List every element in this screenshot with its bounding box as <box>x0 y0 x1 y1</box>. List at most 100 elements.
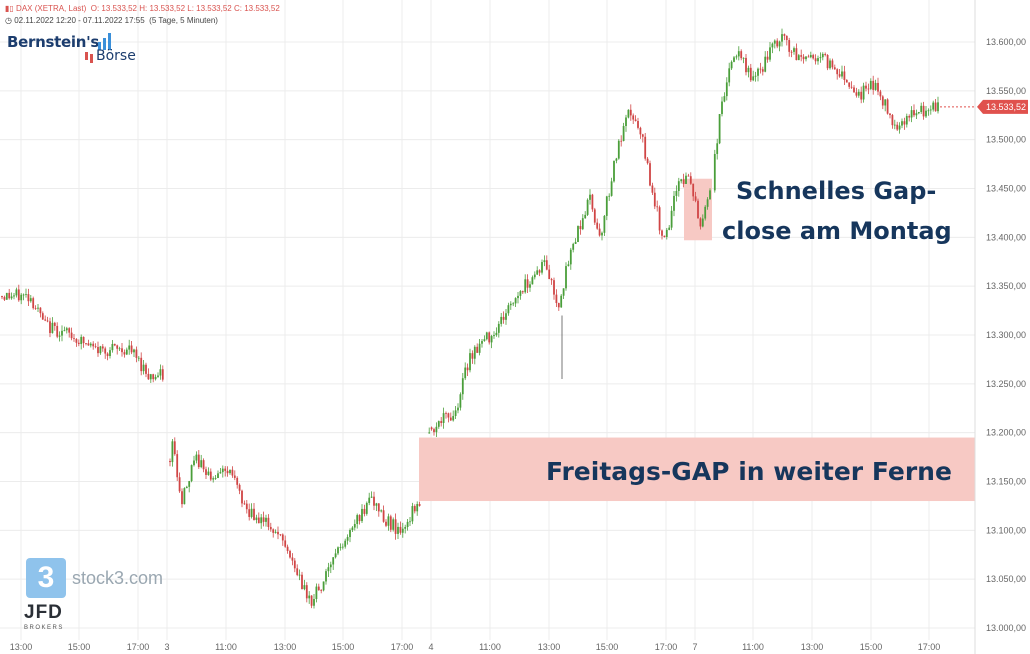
candle-body <box>269 526 272 530</box>
candle-body <box>229 469 231 474</box>
candle-body <box>920 105 923 112</box>
candle-body <box>833 67 836 70</box>
candle-body <box>752 76 755 81</box>
candle-body <box>915 113 918 116</box>
chart-header-line1: ▮▯ DAX (XETRA, Last) O: 13.533,52 H: 13.… <box>5 4 280 13</box>
candle-body <box>111 343 114 351</box>
candle-body <box>77 342 80 345</box>
candle-body <box>488 332 491 343</box>
candle-body <box>25 294 27 295</box>
candle-body <box>639 127 642 135</box>
candle-body <box>272 529 275 533</box>
candle-body <box>800 55 803 57</box>
candle-body <box>298 574 301 576</box>
candle-body <box>332 557 335 565</box>
date-range: 02.11.2022 12:20 - 07.11.2022 17:55 <box>14 16 145 25</box>
candle-body <box>937 102 939 112</box>
candle-body <box>663 235 666 237</box>
logo-bars-icon <box>98 33 111 50</box>
candle-body <box>130 345 133 353</box>
candle-body <box>829 60 831 69</box>
candle-body <box>351 527 354 531</box>
candle-body <box>879 91 882 97</box>
candle-body <box>797 55 800 61</box>
x-axis: 13:00 15:00 17:00 3 11:00 13:00 15:00 17:00 4 11:… <box>10 642 941 652</box>
candle-body <box>891 115 894 126</box>
candle-body <box>241 490 243 504</box>
candle-body <box>723 96 726 102</box>
candle-body <box>284 540 287 547</box>
candle-body <box>817 58 819 62</box>
candle-body <box>615 158 618 161</box>
candle-body <box>267 517 270 527</box>
candle-body <box>346 537 349 541</box>
candle-body <box>440 421 443 424</box>
candle-body <box>807 56 810 58</box>
candle-body <box>464 367 467 379</box>
candle-body <box>147 373 150 380</box>
candle-body <box>617 140 620 159</box>
candle-body <box>409 521 411 523</box>
candle-body <box>245 503 248 510</box>
candle-body <box>884 99 887 106</box>
candle-body <box>118 348 121 350</box>
candle-body <box>380 510 383 512</box>
candle-body <box>454 410 457 416</box>
candle-body <box>853 87 855 93</box>
candle-body <box>94 346 97 348</box>
x-tick-label: 13:00 <box>10 642 33 652</box>
candle-body <box>560 295 563 308</box>
x-tick-label: 13:00 <box>538 642 561 652</box>
candle-body <box>697 200 699 219</box>
candle-body <box>202 460 205 470</box>
x-tick-label: 7 <box>692 642 697 652</box>
candle-body <box>397 526 399 534</box>
candle-body <box>925 110 927 117</box>
candle-body <box>665 229 668 237</box>
candle-body <box>473 346 476 359</box>
candle-body <box>855 92 858 96</box>
candle-body <box>195 454 198 461</box>
candle-body <box>92 343 95 347</box>
candle-body <box>255 517 258 520</box>
clock-icon: ◷ <box>5 16 12 25</box>
candle-body <box>545 260 548 270</box>
candle-body <box>857 91 860 96</box>
candle-body <box>565 266 567 289</box>
logo-name-top: Bernstein's <box>7 33 99 51</box>
candle-body <box>387 516 390 526</box>
candle-body <box>250 508 253 517</box>
jfd-logo: JFD <box>24 602 63 623</box>
last-price-tag <box>977 99 1028 114</box>
candle-body <box>831 60 834 68</box>
x-tick-label: 13:00 <box>801 642 824 652</box>
candle-body <box>205 469 207 475</box>
candle-body <box>812 55 815 59</box>
y-tick-label: 13.300,00 <box>986 330 1026 340</box>
y-tick-label: 13.100,00 <box>986 525 1026 535</box>
candle-body <box>370 496 373 498</box>
candle-body <box>913 110 915 116</box>
x-tick-label: 17:00 <box>391 642 414 652</box>
stock3-watermark: stock3.com <box>72 568 164 588</box>
candle-body <box>236 477 239 485</box>
candle-body <box>673 195 675 211</box>
candle-body <box>838 74 841 77</box>
candle-body <box>99 346 102 354</box>
candle-body <box>416 504 419 512</box>
candle-body <box>224 468 227 471</box>
candle-body <box>905 116 908 125</box>
candle-body <box>123 352 126 355</box>
candle-body <box>356 515 359 524</box>
candle-body <box>56 325 59 337</box>
candle-body <box>661 230 663 236</box>
candle-body <box>183 488 186 505</box>
candle-body <box>689 176 692 184</box>
candle-body <box>605 196 608 216</box>
candle-body <box>745 57 747 73</box>
candle-body <box>929 109 932 111</box>
candle-body <box>233 475 236 478</box>
candle-body <box>490 336 493 343</box>
x-tick-label: 11:00 <box>215 642 237 652</box>
candle-body <box>632 115 635 120</box>
